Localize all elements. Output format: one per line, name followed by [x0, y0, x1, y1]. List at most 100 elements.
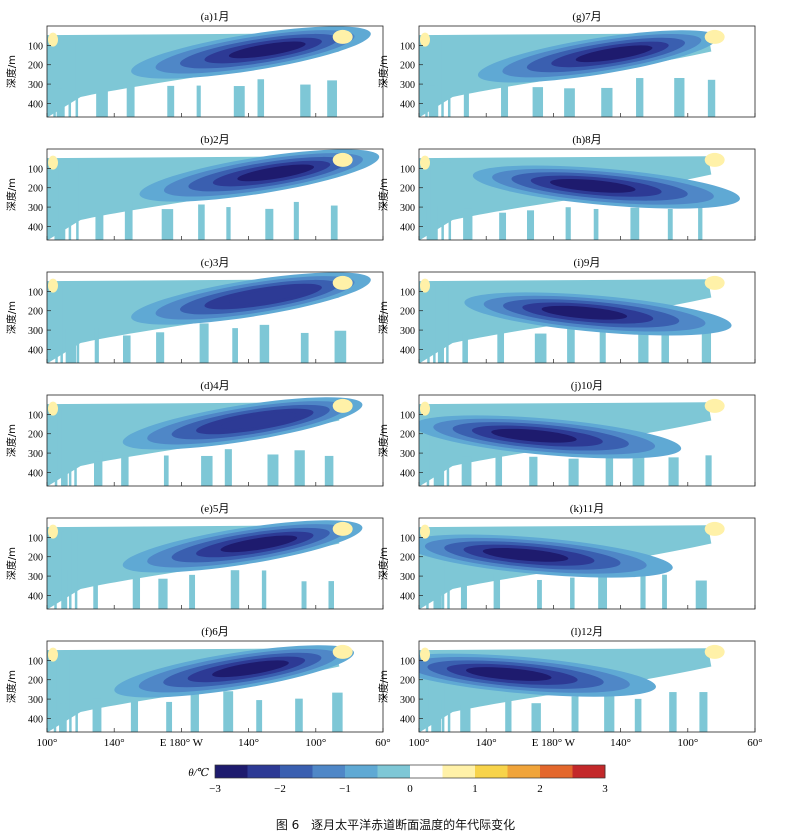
y-tick-label: 200 [28, 553, 43, 564]
panel-2: (b)2月 100 200 300 400 深度/m [5, 134, 384, 241]
panel-8: (h)8月 100 200 300 400 深度/m [377, 134, 756, 241]
edge-streak [74, 408, 77, 486]
weak-cold-streak [257, 79, 265, 117]
weak-cold-streak [233, 86, 245, 117]
y-axis-label: 深度/m [5, 178, 18, 211]
cold-core-contour [482, 547, 569, 562]
x-tick-label: 60° [747, 737, 762, 749]
weak-cold-streak [93, 574, 98, 609]
y-axis-label: 深度/m [377, 55, 390, 88]
anomaly-field [419, 29, 725, 117]
weak-cold-streak [95, 203, 104, 240]
weak-cold-streak [531, 703, 541, 732]
y-tick-label: 100 [28, 287, 43, 298]
anomaly-field [47, 397, 363, 486]
panel-title: (i)9月 [574, 257, 601, 269]
weak-cold-streak [224, 449, 232, 486]
colorbar-segment [540, 765, 573, 778]
y-tick-label: 400 [400, 99, 415, 110]
y-tick-label: 400 [400, 591, 415, 602]
panel-title: (j)10月 [571, 380, 603, 392]
y-axis-label: 深度/m [377, 424, 390, 457]
y-tick-label: 100 [400, 287, 415, 298]
cold-core-contour [550, 178, 636, 193]
weak-cold-streak [695, 580, 707, 609]
weak-cold-streak [226, 207, 231, 240]
y-axis-label: 深度/m [377, 547, 390, 580]
weak-cold-streak [294, 450, 305, 486]
weak-cold-streak [300, 84, 311, 117]
edge-streak [55, 285, 58, 363]
y-tick-label: 200 [28, 61, 43, 72]
cold-core-contour [466, 667, 552, 681]
weak-cold-streak [668, 457, 679, 486]
weak-cold-streak [463, 84, 469, 117]
panel-title: (a)1月 [201, 11, 230, 23]
weak-cold-streak [698, 204, 703, 240]
weak-cold-streak [462, 332, 468, 363]
weak-cold-streak [198, 204, 205, 240]
panel-frame [418, 25, 756, 118]
edge-streak [427, 285, 430, 363]
warm-anomaly-east [332, 644, 353, 659]
edge-streak [68, 39, 72, 117]
weak-cold-streak [599, 330, 606, 363]
y-tick-label: 400 [400, 468, 415, 479]
panel-title: (l)12月 [571, 626, 603, 638]
weak-cold-streak [505, 693, 512, 732]
edge-streak [54, 408, 58, 486]
panel-frame [418, 271, 756, 364]
weak-cold-streak [92, 698, 102, 732]
weak-cold-streak [567, 326, 575, 363]
weak-cold-streak [63, 449, 68, 486]
panel-frame [418, 640, 756, 733]
y-tick-label: 300 [400, 203, 415, 214]
y-axis-label: 深度/m [5, 670, 18, 703]
panel-frame [418, 394, 756, 487]
panel-title: (h)8月 [572, 134, 601, 146]
warm-anomaly-west [48, 524, 58, 539]
panel-4: (d)4月 100 200 300 400 深度/m [5, 380, 384, 487]
anomaly-field [419, 521, 725, 609]
edge-streak [62, 39, 65, 117]
y-axis-label: 深度/m [5, 301, 18, 334]
weak-cold-streak [701, 330, 712, 363]
colorbar-segment [377, 765, 411, 778]
y-tick-label: 100 [28, 533, 43, 544]
edge-streak [74, 531, 78, 609]
warm-anomaly-west [420, 278, 430, 293]
panel-frame [46, 25, 384, 118]
weak-cold-streak [130, 696, 139, 732]
weak-cold-streak [334, 330, 347, 363]
panel-frame [418, 148, 756, 241]
edge-streak [434, 39, 438, 117]
y-tick-label: 200 [400, 676, 415, 687]
weak-cold-streak [605, 451, 614, 486]
weak-cold-streak [94, 327, 99, 363]
colorbar-tick-label: 2 [537, 783, 543, 795]
warm-anomaly-east [704, 398, 725, 413]
weak-cold-streak [699, 692, 708, 732]
anomaly-field [47, 520, 363, 609]
weak-cold-streak [568, 458, 579, 486]
edge-streak [446, 285, 449, 363]
panel-frame [418, 517, 756, 610]
weak-cold-streak [161, 209, 174, 240]
edge-streak [425, 654, 429, 732]
weak-cold-streak [199, 323, 209, 363]
edge-streak [60, 285, 63, 363]
y-axis-label: 深度/m [377, 670, 390, 703]
y-tick-label: 100 [28, 41, 43, 52]
y-tick-label: 200 [28, 184, 43, 195]
weak-cold-streak [634, 698, 642, 732]
edge-streak [441, 39, 444, 117]
panel-title: (b)2月 [200, 134, 229, 146]
weak-cold-streak [301, 581, 307, 609]
y-tick-label: 400 [28, 714, 43, 725]
cold-core-contour [212, 660, 289, 678]
weak-cold-streak [332, 692, 343, 732]
y-tick-label: 300 [400, 80, 415, 91]
weak-cold-streak [564, 88, 575, 117]
weak-cold-streak [661, 326, 669, 363]
y-axis-label: 深度/m [5, 424, 18, 457]
